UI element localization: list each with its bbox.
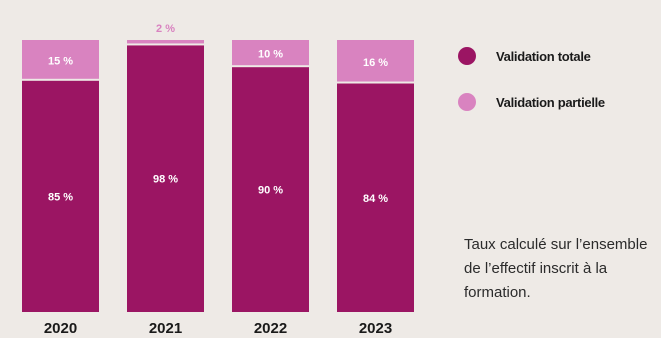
- data-label-2022-partial: 10 %: [258, 49, 283, 61]
- bar-2022-partial: [232, 40, 309, 66]
- data-label-2021-total: 98 %: [153, 174, 178, 186]
- data-label-2022-total: 90 %: [258, 185, 283, 197]
- bar-2023-partial: [337, 40, 414, 82]
- stacked-bar-chart: 85 % 15 % 2020 98 % 2 % 2021 90 % 10 % 2022 84 % 1…: [22, 23, 414, 337]
- bar-2021-total: [127, 45, 204, 312]
- bar-2020-partial: [22, 40, 99, 79]
- x-tick-label-2023: 2023: [359, 320, 392, 337]
- legend-item-total: Validation totale: [458, 44, 605, 68]
- bar-2020-total: [22, 80, 99, 312]
- x-tick-label-2021: 2021: [149, 320, 182, 337]
- bar-2021-partial: [127, 40, 204, 44]
- legend-label-partial: Validation partielle: [496, 94, 605, 110]
- data-label-2020-total: 85 %: [48, 191, 73, 203]
- data-label-2021-partial: 2 %: [156, 23, 175, 35]
- legend-item-partial: Validation partielle: [458, 90, 605, 114]
- bar-2022-total: [232, 67, 309, 312]
- x-tick-label-2022: 2022: [254, 320, 287, 337]
- legend: Validation totale Validation partielle: [458, 44, 605, 136]
- data-label-2023-partial: 16 %: [363, 57, 388, 69]
- data-label-2020-partial: 15 %: [48, 55, 73, 67]
- x-tick-label-2020: 2020: [44, 320, 77, 337]
- footnote: Taux calculé sur l’ensemble de l’effecti…: [464, 236, 648, 301]
- legend-label-total: Validation totale: [496, 48, 591, 64]
- data-label-2023-total: 84 %: [363, 193, 388, 205]
- bar-2023-total: [337, 83, 414, 313]
- legend-swatch-total: [458, 47, 476, 65]
- legend-swatch-partial: [458, 93, 476, 111]
